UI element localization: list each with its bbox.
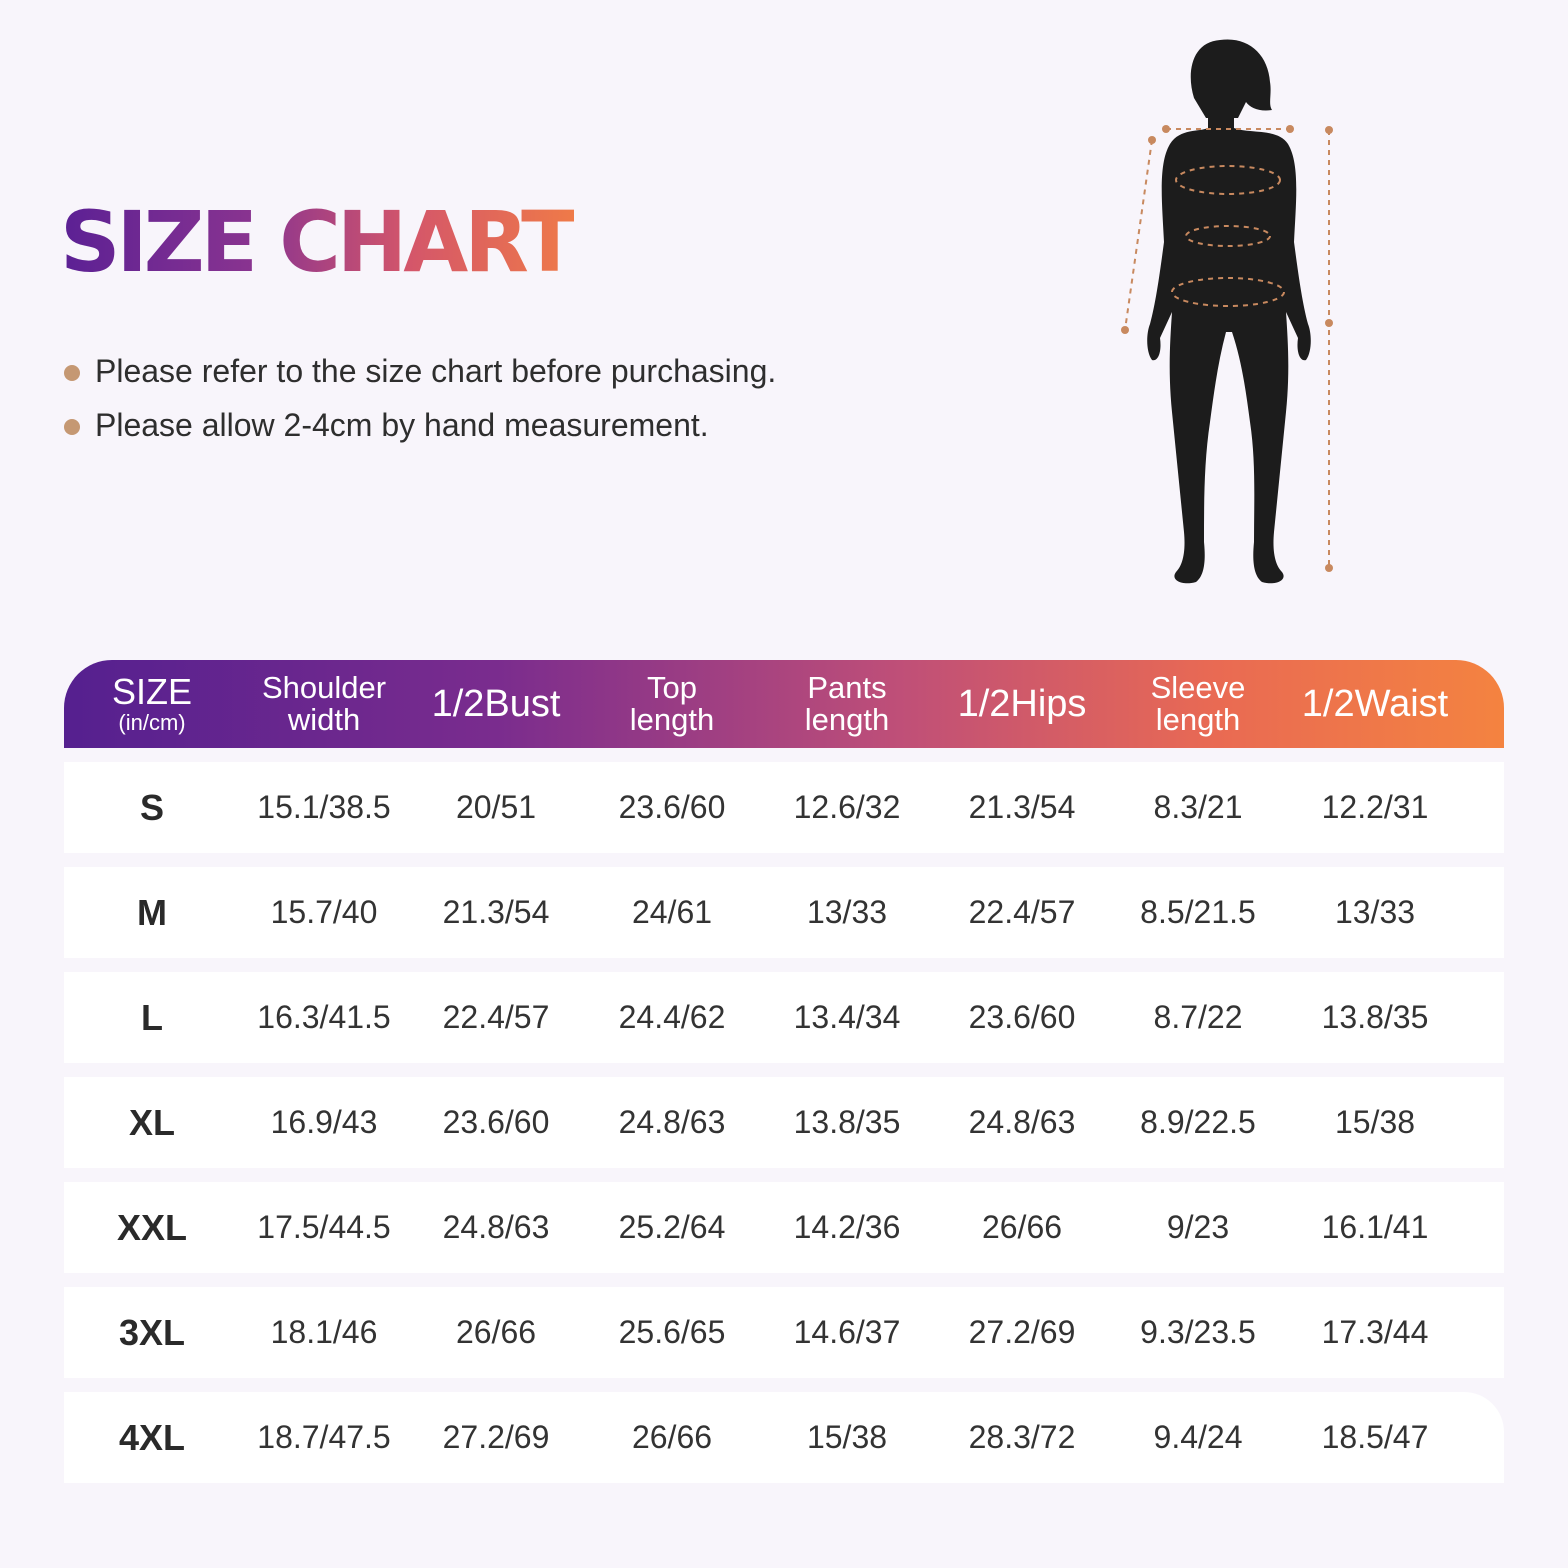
measurement-cell: 13.4/34 [793, 999, 901, 1035]
table-row: S 15.1/38.5 20/51 23.6/60 12.6/32 21.3/54 8.3/… [64, 762, 1504, 853]
measurement-cell: 26/66 [981, 1209, 1063, 1245]
measurement-cell: 27.2/69 [968, 1314, 1076, 1350]
measurement-cell: 9.4/24 [1153, 1419, 1243, 1455]
bullet-icon [64, 419, 80, 435]
note-item: Please allow 2-4cm by hand measurement. [64, 402, 776, 456]
measurement-cell: 8.7/22 [1153, 999, 1243, 1035]
header-line: 1/2Hips [957, 683, 1087, 725]
header-size-label: SIZE [111, 671, 192, 712]
measurement-cell: 15/38 [1334, 1104, 1416, 1140]
measurement-cell: 8.9/22.5 [1140, 1104, 1256, 1140]
size-cell: 4XL [118, 1416, 186, 1458]
measurement-cell: 18.7/47.5 [257, 1419, 391, 1455]
header-line: width [287, 702, 361, 737]
measurement-cell: 26/66 [455, 1314, 537, 1350]
note-item: Please refer to the size chart before pu… [64, 348, 776, 402]
measurement-cell: 9.3/23.5 [1140, 1314, 1256, 1350]
measurement-cell: 20/51 [455, 789, 537, 825]
measurement-cell: 25.6/65 [618, 1314, 726, 1350]
table-row: L 16.3/41.5 22.4/57 24.4/62 13.4/34 23.6/60 8.… [64, 972, 1504, 1063]
measurement-cell: 28.3/72 [968, 1419, 1076, 1455]
measurement-cell: 12.6/32 [793, 789, 901, 825]
table-row: M 15.7/40 21.3/54 24/61 13/33 22.4/57 8.5/21.5… [64, 867, 1504, 958]
size-cell: M [137, 891, 167, 933]
measurement-cell: 12.2/31 [1321, 789, 1429, 825]
measurement-cell: 23.6/60 [618, 789, 726, 825]
measurement-cell: 8.3/21 [1153, 789, 1243, 825]
header-line: Shoulder [261, 670, 387, 705]
notes-list: Please refer to the size chart before pu… [64, 348, 776, 456]
measurement-cell: 9/23 [1166, 1209, 1230, 1245]
size-cell: 3XL [118, 1311, 186, 1353]
header-line: Sleeve [1150, 670, 1246, 705]
measurement-cell: 14.2/36 [793, 1209, 901, 1245]
bullet-icon [64, 365, 80, 381]
header-line: 1/2Waist [1301, 683, 1449, 725]
measurement-cell: 14.6/37 [793, 1314, 901, 1350]
measurement-cell: 13/33 [1334, 894, 1416, 930]
measurement-cell: 17.5/44.5 [257, 1209, 391, 1245]
measurement-cell: 23.6/60 [442, 1104, 550, 1140]
table-row: XL 16.9/43 23.6/60 24.8/63 13.8/35 24.8/63 8.9… [64, 1077, 1504, 1168]
header-sleeve-length: Sleeve length [1110, 672, 1286, 736]
header-size: SIZE (in/cm) [64, 674, 240, 734]
measurement-cell: 27.2/69 [442, 1419, 550, 1455]
note-text: Please allow 2-4cm by hand measurement. [95, 407, 709, 443]
header-top-length: Top length [584, 672, 760, 736]
header-line: Pants [807, 670, 887, 705]
header-pants-length: Pants length [760, 672, 934, 736]
measurement-cell: 18.5/47 [1321, 1419, 1429, 1455]
header-shoulder-width: Shoulder width [240, 672, 408, 736]
header-half-bust: 1/2Bust [408, 685, 584, 723]
measurement-cell: 24.8/63 [968, 1104, 1076, 1140]
size-cell: L [141, 996, 163, 1038]
measurement-cell: 13/33 [806, 894, 888, 930]
note-text: Please refer to the size chart before pu… [95, 353, 777, 389]
measurement-cell: 15.1/38.5 [257, 789, 391, 825]
header-size-unit: (in/cm) [118, 710, 186, 735]
measurement-cell: 16.3/41.5 [257, 999, 391, 1035]
measurement-cell: 24.8/63 [442, 1209, 550, 1245]
header-line: length [804, 702, 890, 737]
measurement-cell: 26/66 [631, 1419, 713, 1455]
woman-silhouette-measurement-icon [1110, 32, 1350, 594]
size-cell: S [139, 786, 164, 828]
table-header: SIZE (in/cm) Shoulder width 1/2Bust Top le… [64, 660, 1504, 748]
table-row: 3XL 18.1/46 26/66 25.6/65 14.6/37 27.2/69 9.3/… [64, 1287, 1504, 1378]
measurement-cell: 21.3/54 [442, 894, 550, 930]
measurement-cell: 22.4/57 [968, 894, 1076, 930]
table-row: XXL 17.5/44.5 24.8/63 25.2/64 14.2/36 26/66 9/… [64, 1182, 1504, 1273]
measurement-cell: 24.4/62 [618, 999, 726, 1035]
measurement-cell: 16.9/43 [270, 1104, 378, 1140]
measurement-cell: 16.1/41 [1321, 1209, 1429, 1245]
measurement-cell: 21.3/54 [968, 789, 1076, 825]
size-cell: XXL [116, 1206, 187, 1248]
table-row: 4XL 18.7/47.5 27.2/69 26/66 15/38 28.3/72 9.4/… [64, 1392, 1504, 1483]
size-table: SIZE (in/cm) Shoulder width 1/2Bust Top le… [64, 660, 1504, 1497]
measurement-cell: 13.8/35 [1321, 999, 1429, 1035]
header-line: 1/2Bust [431, 683, 561, 725]
page-title: SIZE CHART [60, 193, 578, 291]
header-half-waist: 1/2Waist [1286, 685, 1464, 723]
measurement-cell: 8.5/21.5 [1140, 894, 1256, 930]
measurement-cell: 24/61 [631, 894, 713, 930]
header-line: length [629, 702, 715, 737]
measurement-cell: 23.6/60 [968, 999, 1076, 1035]
measurement-cell: 25.2/64 [618, 1209, 726, 1245]
measurement-cell: 18.1/46 [270, 1314, 378, 1350]
measurement-cell: 15.7/40 [270, 894, 378, 930]
measurement-cell: 22.4/57 [442, 999, 550, 1035]
measurement-cell: 24.8/63 [618, 1104, 726, 1140]
table-body: S 15.1/38.5 20/51 23.6/60 12.6/32 21.3/54 8.3/… [64, 762, 1504, 1483]
measurement-cell: 13.8/35 [793, 1104, 901, 1140]
measurement-cell: 17.3/44 [1321, 1314, 1429, 1350]
size-cell: XL [128, 1101, 175, 1143]
header-line: length [1155, 702, 1241, 737]
header-line: Top [647, 670, 697, 705]
header-half-hips: 1/2Hips [934, 685, 1110, 723]
measurement-cell: 15/38 [806, 1419, 888, 1455]
